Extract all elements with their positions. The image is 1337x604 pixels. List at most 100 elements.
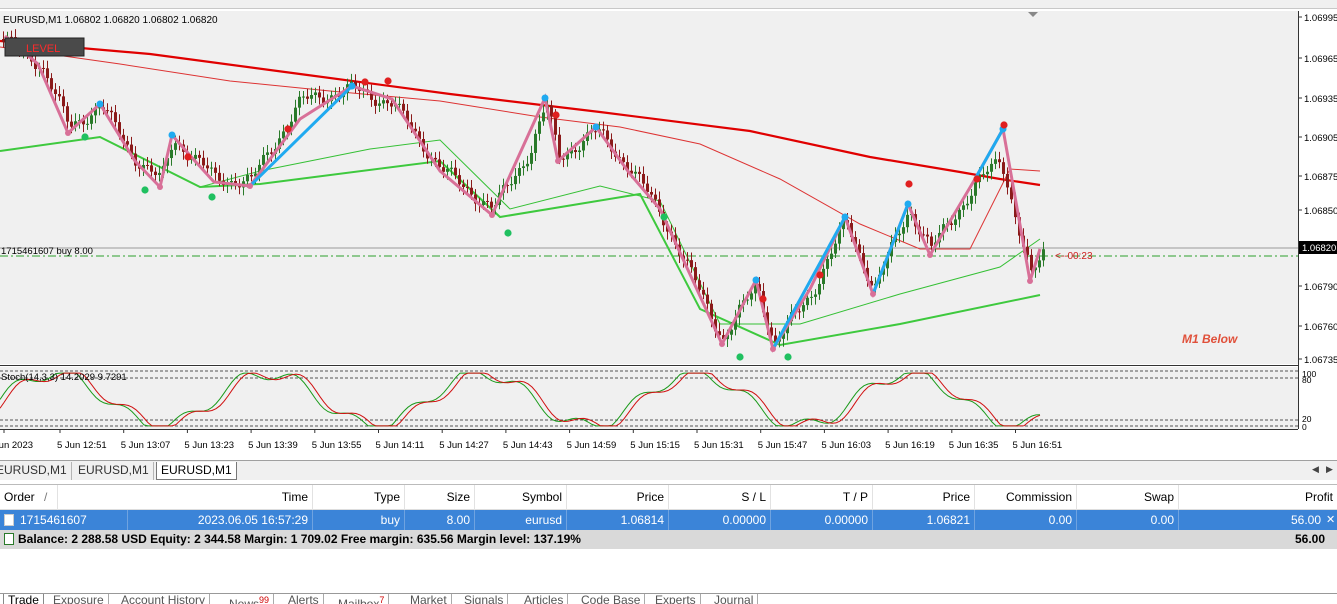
- chart-tab[interactable]: EURUSD,M1: [74, 462, 154, 480]
- trade-row[interactable]: 1715461607 2023.06.05 16:57:29 buy 8.00 …: [0, 510, 1337, 530]
- toolbox-tab[interactable]: News99: [225, 594, 275, 604]
- sell-signal-marker: [816, 271, 824, 279]
- stoch-signal-line: [0, 372, 1041, 427]
- sell-signal-marker: [284, 125, 292, 133]
- chart-svg[interactable]: EURUSD,M1 1.06802 1.06820 1.06802 1.0682…: [0, 9, 1337, 461]
- cell-swap: 0.00: [1077, 510, 1179, 530]
- toolbox-tab-label: Trade: [8, 593, 39, 604]
- zigzag-blue-3: [871, 203, 910, 295]
- cell-tp[interactable]: 0.00000: [771, 510, 873, 530]
- balance-icon: [4, 533, 14, 545]
- sell-signal-marker: [905, 180, 913, 188]
- time-tick-label: 5 Jun 16:51: [1013, 440, 1063, 451]
- tab-scroll-left-icon[interactable]: ◀: [1312, 464, 1319, 474]
- stoch-plot-bg: [0, 367, 1298, 429]
- toolbox-tab[interactable]: Account History: [117, 593, 211, 604]
- col-profit[interactable]: Profit: [1304, 490, 1333, 504]
- toolbox-tab[interactable]: Mailbox7: [334, 594, 390, 604]
- buy-signal-marker: [208, 193, 216, 201]
- col-type[interactable]: Type: [313, 485, 405, 510]
- zigzag-blue-1: [248, 84, 354, 188]
- toolbox-tab[interactable]: Exposure: [49, 594, 109, 604]
- time-tick-label: 5 Jun 15:47: [758, 440, 808, 451]
- toolbox-tab-label: Account History: [121, 593, 206, 604]
- signal-markers: [14, 37, 1008, 361]
- col-order[interactable]: Order: [0, 485, 58, 510]
- level-button[interactable]: LEVEL: [4, 37, 85, 57]
- time-tick-label: 5 Jun 16:19: [885, 440, 935, 451]
- toolbox-tab-label: Market: [410, 593, 447, 604]
- time-tick-label: 5 Jun 13:39: [248, 440, 298, 451]
- close-position-icon[interactable]: ✕: [1326, 514, 1336, 526]
- toolbox-tab-label: Articles: [524, 593, 564, 604]
- countdown-label: <--00:23: [1055, 251, 1093, 262]
- toolbox-tab[interactable]: Market: [406, 594, 452, 604]
- current-price-label: 1.06820: [1302, 243, 1336, 254]
- toolbox-tab-label: Exposure: [53, 593, 104, 604]
- price-tick-label: 1.06850: [1304, 206, 1337, 217]
- zigzag-blue-2: [771, 216, 847, 350]
- sell-signal-marker: [552, 111, 560, 119]
- tab-scroll-right-icon[interactable]: ▶: [1326, 464, 1333, 474]
- stoch-tick-label: 80: [1302, 375, 1312, 385]
- toolbox-tab[interactable]: Code Base: [577, 593, 646, 604]
- toolbar: [0, 0, 1337, 9]
- time-axis: 5 Jun 2023 5 Jun 12:51 5 Jun 13:07 5 Jun 13…: [0, 429, 1062, 451]
- toolbox-tab[interactable]: Experts: [651, 594, 701, 604]
- col-swap[interactable]: Swap: [1077, 485, 1179, 510]
- time-tick-label: 5 Jun 16:35: [949, 440, 999, 451]
- stoch-tick-label: 0: [1302, 422, 1307, 432]
- toolbox-tab-label: Code Base: [581, 593, 641, 604]
- col-tp[interactable]: T / P: [771, 485, 873, 510]
- cell-commission: 0.00: [975, 510, 1077, 530]
- position-label: 1715461607 buy 8.00: [1, 246, 93, 257]
- chart-tab[interactable]: EURUSD,M1: [0, 462, 72, 480]
- time-tick-label: 5 Jun 13:55: [312, 440, 362, 451]
- chart-tabs-bar: EURUSD,M1 EURUSD,M1 EURUSD,M1 ◀ ▶: [0, 460, 1337, 480]
- price-tick-label: 1.06935: [1304, 94, 1337, 105]
- balance-profit: 56.00: [1294, 532, 1325, 546]
- sell-signal-marker: [1000, 121, 1008, 129]
- col-sl[interactable]: S / L: [669, 485, 771, 510]
- cell-profit: 56.00: [1290, 513, 1321, 527]
- toolbox-tab[interactable]: Alerts: [284, 594, 324, 604]
- toolbox-tab-label: Alerts: [288, 593, 319, 604]
- current-price-box: [1299, 241, 1337, 254]
- toolbox-tab-label: News: [229, 597, 260, 604]
- toolbox-tab-label: Signals: [464, 593, 504, 604]
- cell-sl[interactable]: 0.00000: [669, 510, 771, 530]
- price-tick-label: 1.06965: [1304, 54, 1337, 65]
- toolbox-tab-label: Journal: [714, 593, 754, 604]
- col-commission[interactable]: Commission: [975, 485, 1077, 510]
- toolbox-tabs: Trade Exposure Account History News99 Alerts…: [0, 593, 1337, 604]
- toolbox-tab[interactable]: Signals: [460, 593, 509, 604]
- col-price-current[interactable]: Price: [873, 485, 975, 510]
- chart-area[interactable]: EURUSD,M1 1.06802 1.06820 1.06802 1.0682…: [0, 9, 1337, 461]
- chart-header: EURUSD,M1 1.06802 1.06820 1.06802 1.0682…: [3, 15, 218, 26]
- col-price-open[interactable]: Price: [567, 485, 669, 510]
- toolbox-tab-badge: 99: [259, 595, 270, 604]
- price-tick-label: 1.06875: [1304, 172, 1337, 183]
- zigzag-blue-4: [973, 128, 1005, 180]
- time-tick-label: 5 Jun 13:23: [184, 440, 234, 451]
- watermark-label: M1 Below: [1182, 332, 1238, 346]
- toolbox-tab[interactable]: Trade: [3, 594, 44, 604]
- toolbox-tab[interactable]: Journal: [710, 593, 759, 604]
- time-tick-label: 5 Jun 2023: [0, 440, 33, 451]
- chart-shift-marker[interactable]: [1028, 12, 1038, 17]
- buy-signal-marker: [141, 186, 149, 194]
- ma-green-thick: [0, 135, 1041, 347]
- price-tick-label: 1.06735: [1304, 355, 1337, 366]
- sell-signal-marker: [361, 78, 369, 86]
- col-symbol[interactable]: Symbol: [475, 485, 567, 510]
- cell-symbol: eurusd: [475, 510, 567, 530]
- order-doc-icon: [4, 514, 14, 526]
- col-size[interactable]: Size: [405, 485, 475, 510]
- toolbox-panel: Order / Time Type Size Symbol Price S / …: [0, 484, 1337, 604]
- chart-tab[interactable]: EURUSD,M1: [156, 462, 237, 480]
- ema-fast-line: [0, 46, 1041, 250]
- col-time[interactable]: Time: [60, 485, 313, 510]
- toolbox-tab[interactable]: Articles: [520, 593, 569, 604]
